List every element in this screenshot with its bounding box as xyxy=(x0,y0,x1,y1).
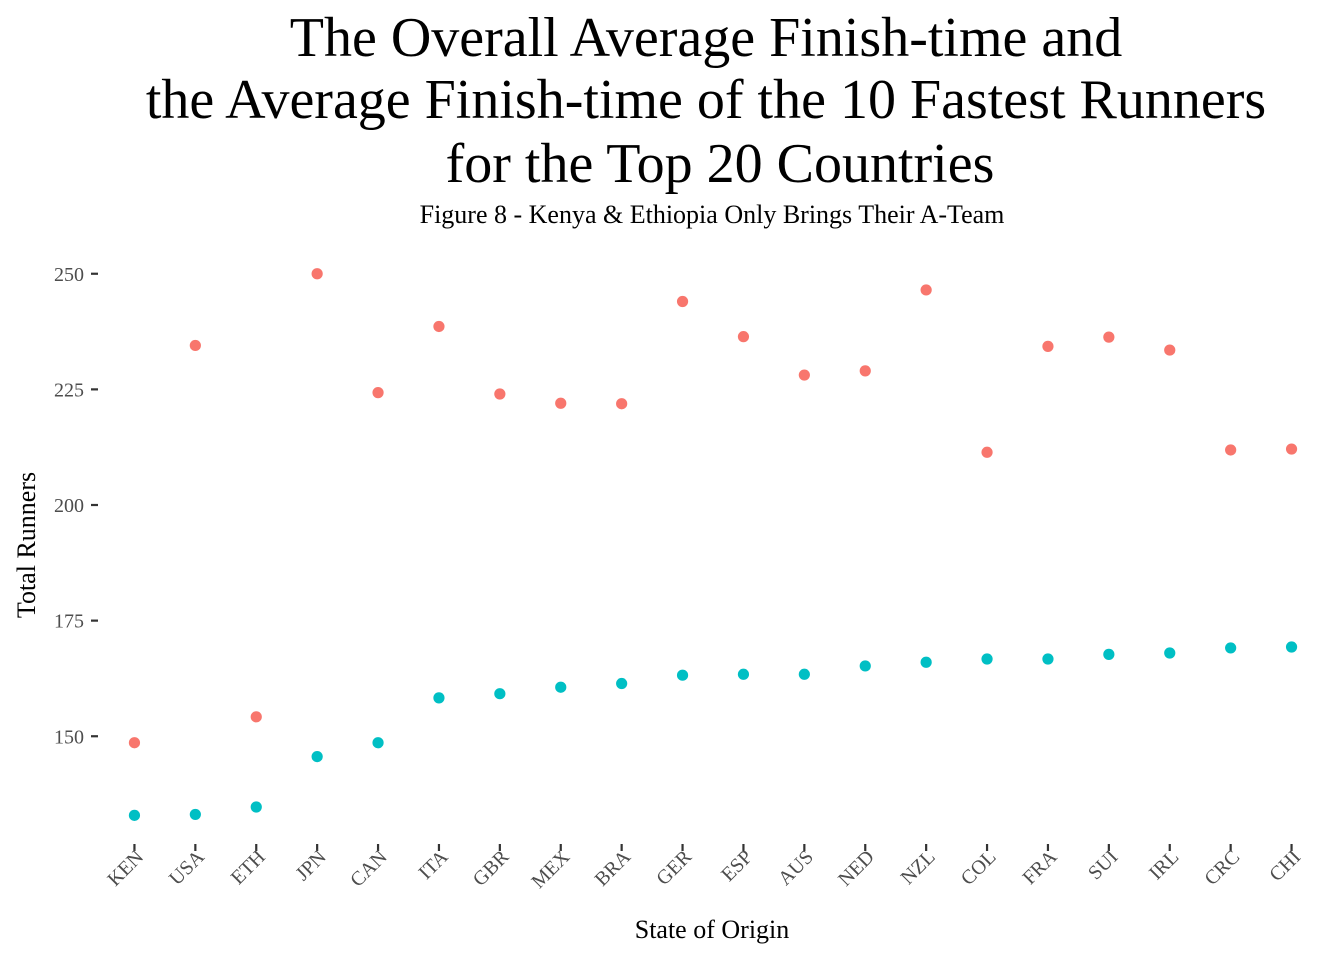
x-tick-label-sui: SUI xyxy=(1084,846,1122,884)
point-series1-crc xyxy=(1225,444,1237,456)
y-tick-label: 225 xyxy=(54,379,84,401)
x-tick-label-ken: KEN xyxy=(103,846,148,891)
point-series1-aus xyxy=(798,369,810,381)
point-series2-sui xyxy=(1103,648,1115,660)
x-tick-label-ita: ITA xyxy=(415,846,453,884)
y-tick-label: 150 xyxy=(54,726,84,748)
point-series2-crc xyxy=(1225,642,1237,654)
point-series2-can xyxy=(372,737,384,749)
x-tick-label-chi: CHI xyxy=(1265,846,1305,886)
point-series2-chi xyxy=(1285,641,1298,653)
point-series2-nzl xyxy=(920,656,932,668)
point-series1-ned xyxy=(859,365,871,377)
x-tick-label-ned: NED xyxy=(834,846,879,891)
y-tick-label: 175 xyxy=(54,611,84,633)
x-axis-title: State of Origin xyxy=(635,915,790,944)
point-series2-ita xyxy=(433,692,445,704)
x-axis: KEN USA ETH JPN CAN ITA GBR MEX BRA GER ESP AUS NED N… xyxy=(103,844,1305,893)
y-tick-label: 200 xyxy=(54,495,84,517)
y-tick-label: 250 xyxy=(54,264,84,286)
point-series1-jpn xyxy=(311,268,323,280)
x-tick-label-crc: CRC xyxy=(1200,846,1244,890)
x-tick-label-mex: MEX xyxy=(527,846,574,893)
x-tick-label-aus: AUS xyxy=(774,846,818,890)
data-points xyxy=(128,268,1298,821)
chart-title-line-2: the Average Finish-time of the 10 Fastes… xyxy=(146,69,1266,131)
x-tick-label-fra: FRA xyxy=(1018,846,1061,889)
y-axis: 150 175 200 225 250 xyxy=(54,264,98,748)
point-series2-ger xyxy=(676,669,689,681)
point-series1-gbr xyxy=(494,388,506,400)
x-tick-label-can: CAN xyxy=(346,846,391,891)
point-series1-ita xyxy=(433,320,445,333)
x-tick-label-esp: ESP xyxy=(717,846,757,886)
x-tick-label-nzl: NZL xyxy=(897,846,940,889)
point-series2-col xyxy=(981,653,993,665)
point-series1-irl xyxy=(1164,344,1176,356)
point-series2-mex xyxy=(555,681,567,693)
x-tick-label-col: COL xyxy=(957,846,1001,890)
point-series1-sui xyxy=(1103,331,1115,343)
point-series2-ken xyxy=(128,809,141,821)
point-series2-esp xyxy=(737,668,750,680)
x-tick-label-eth: ETH xyxy=(227,846,270,889)
x-tick-label-irl: IRL xyxy=(1145,846,1183,884)
point-series2-eth xyxy=(250,801,262,813)
point-series2-jpn xyxy=(311,751,323,763)
point-series1-mex xyxy=(555,397,567,409)
point-series2-aus xyxy=(798,668,810,680)
point-series2-irl xyxy=(1164,647,1176,659)
point-series1-can xyxy=(372,387,384,399)
x-tick-label-usa: USA xyxy=(165,846,209,890)
chart-title-line-1: The Overall Average Finish-time and xyxy=(290,7,1122,69)
point-series1-nzl xyxy=(920,284,932,296)
point-series1-bra xyxy=(616,398,628,410)
point-series1-usa xyxy=(189,339,201,352)
point-series1-fra xyxy=(1042,340,1054,352)
y-axis-title: Total Runners xyxy=(12,472,41,618)
x-tick-label-ger: GER xyxy=(652,846,696,890)
point-series1-chi xyxy=(1285,443,1298,455)
x-tick-label-jpn: JPN xyxy=(292,846,331,885)
chart-subtitle: Figure 8 - Kenya & Ethiopia Only Brings … xyxy=(420,200,1005,229)
x-tick-label-bra: BRA xyxy=(591,846,636,891)
point-series2-bra xyxy=(616,677,628,690)
x-tick-label-gbr: GBR xyxy=(469,846,514,891)
point-series2-usa xyxy=(189,808,201,821)
point-series1-col xyxy=(981,446,993,458)
point-series1-ken xyxy=(128,737,141,749)
chart-title-line-3: for the Top 20 Countries xyxy=(446,133,995,195)
point-series1-eth xyxy=(250,711,262,723)
point-series2-gbr xyxy=(494,688,506,700)
point-series2-ned xyxy=(859,660,871,672)
point-series1-esp xyxy=(737,331,750,343)
point-series1-ger xyxy=(676,295,689,308)
point-series2-fra xyxy=(1042,653,1054,665)
